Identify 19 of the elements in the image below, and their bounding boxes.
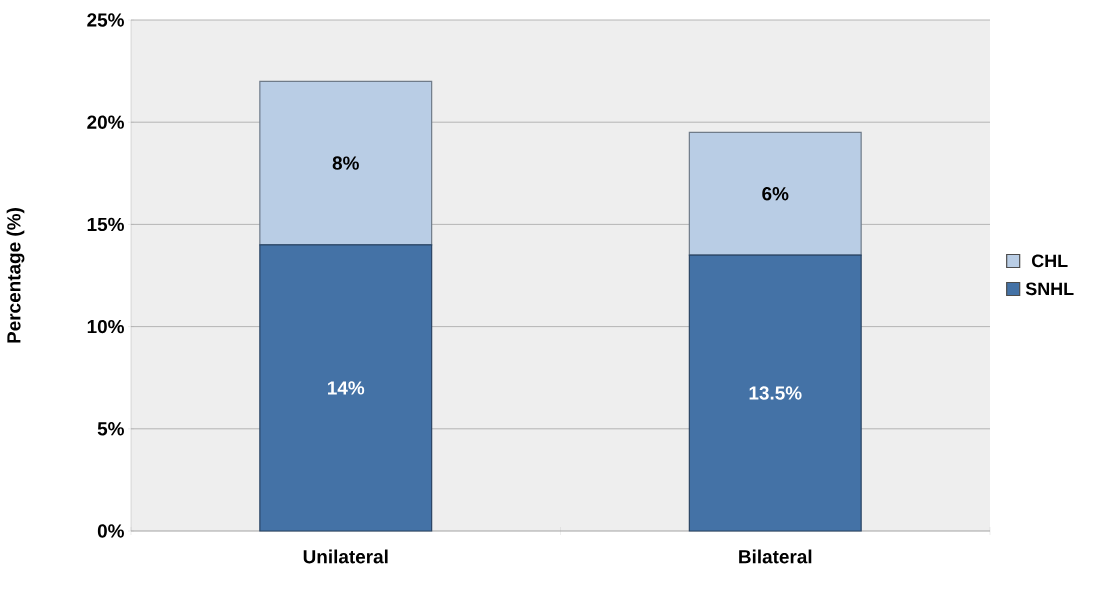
bar — [259, 80, 433, 246]
y-axis-title: Percentage (%) — [6, 208, 25, 343]
y-tick-label: 25% — [87, 13, 124, 27]
bar — [688, 131, 862, 256]
legend-label: SNHL — [1025, 282, 1074, 296]
y-tick-label: 0% — [97, 524, 124, 538]
data-label: 6% — [762, 187, 789, 201]
data-label: 14% — [328, 381, 365, 395]
y-tick-label: 5% — [97, 422, 124, 436]
bar — [259, 244, 433, 532]
legend-label: CHL — [1031, 254, 1068, 268]
x-tick-label: Unilateral — [303, 549, 388, 564]
data-label: 8% — [332, 156, 359, 170]
bar — [688, 254, 862, 532]
data-label: 13.5% — [749, 386, 802, 400]
x-tick-label: Bilateral — [739, 549, 812, 564]
y-tick-label: 20% — [87, 115, 124, 129]
y-tick-label: 15% — [87, 217, 124, 232]
y-tick-label: 10% — [87, 319, 124, 334]
